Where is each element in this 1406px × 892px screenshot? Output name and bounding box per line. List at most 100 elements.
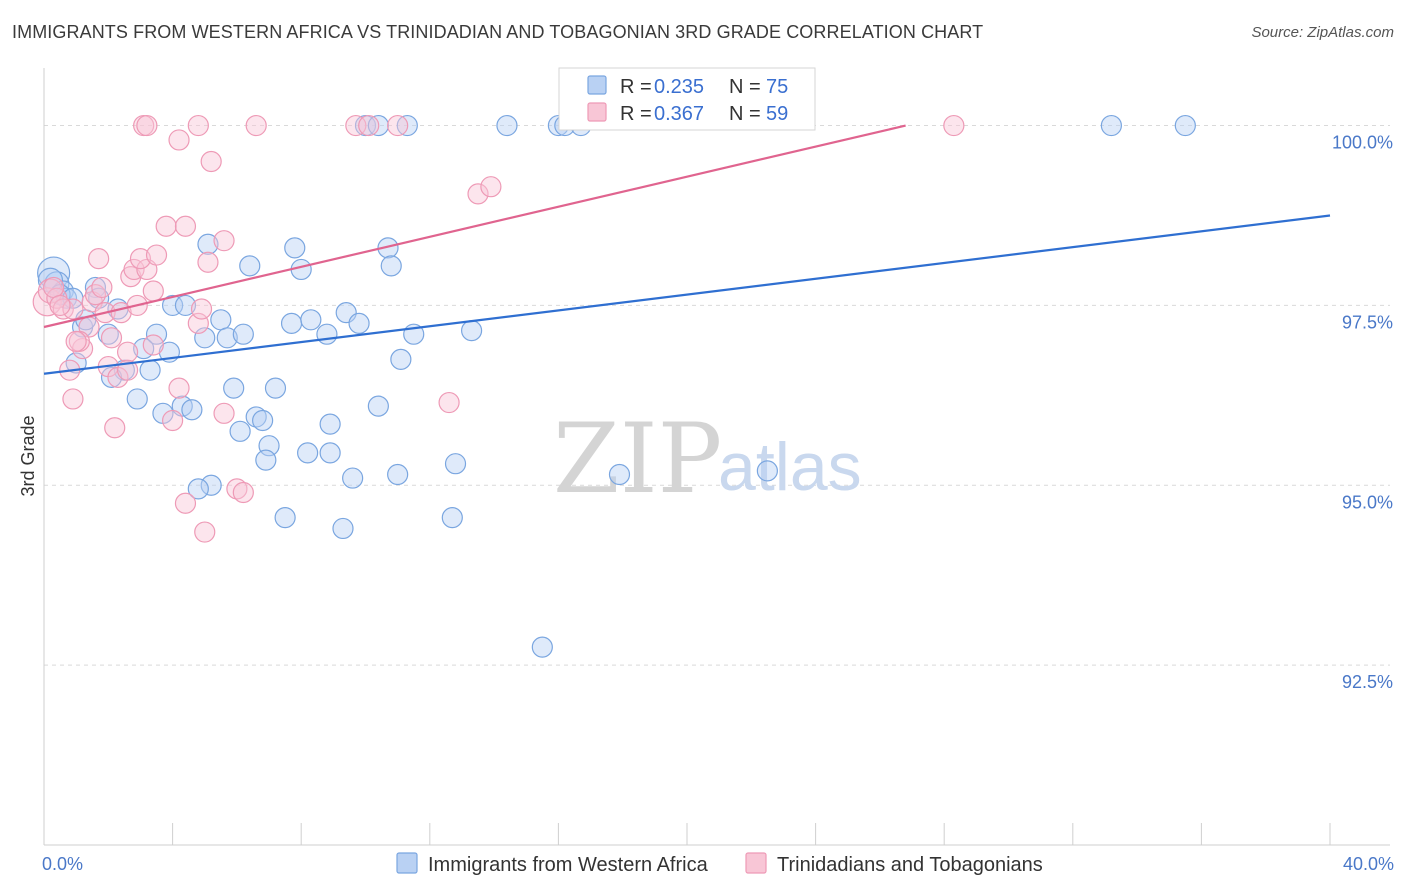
point-series1-48 — [387, 114, 409, 137]
point-series1-32 — [197, 251, 219, 273]
bottom-legend-label-western-africa: Immigrants from Western Africa — [428, 854, 709, 876]
point-series0-30 — [229, 420, 251, 442]
legend-r-label-2: R = — [620, 103, 652, 125]
point-series1-36 — [213, 402, 235, 424]
point-series1-45 — [245, 114, 267, 137]
watermark: ZIP atlas — [553, 403, 862, 515]
point-series0-55 — [441, 507, 463, 529]
point-series0-24 — [232, 323, 254, 345]
gridlines — [44, 125, 1390, 666]
point-series0-49 — [367, 395, 389, 417]
point-series0-12 — [162, 294, 184, 317]
x-tick-label-0: 0.0% — [42, 854, 83, 874]
trend-line-series0 — [43, 214, 1331, 375]
point-series0-47 — [200, 474, 222, 496]
point-series0-53 — [387, 463, 409, 486]
point-series0-41 — [297, 442, 319, 464]
point-series0-54 — [444, 453, 467, 475]
point-series0-17 — [126, 388, 148, 410]
point-series1-33 — [213, 230, 235, 252]
point-series0-16 — [139, 359, 161, 381]
point-series1-4 — [62, 298, 84, 320]
point-series0-48 — [187, 478, 209, 500]
point-series1-28 — [168, 377, 190, 399]
y-tick-labels: 100.0% 97.5% 95.0% 92.5% — [1332, 133, 1393, 693]
bottom-legend-swatch-western-africa — [396, 852, 418, 874]
point-series1-44 — [187, 114, 209, 137]
point-series0-50 — [390, 348, 412, 370]
legend-n-value-2: 59 — [766, 103, 788, 125]
point-series0-38 — [348, 312, 370, 335]
point-series1-56 — [65, 330, 87, 352]
x-ticks: 0.0% 40.0% — [42, 823, 1394, 874]
point-series1-52 — [467, 183, 489, 205]
point-series0-45 — [274, 507, 296, 529]
y-axis-label: 3rd Grade — [18, 415, 38, 496]
point-series0-60 — [380, 255, 402, 277]
point-series1-34 — [155, 215, 177, 237]
point-series1-25 — [142, 280, 164, 302]
point-series0-27 — [223, 377, 245, 399]
point-series1-43 — [136, 114, 158, 137]
point-series1-23 — [129, 248, 152, 270]
legend-n-label-2: N = — [729, 103, 761, 125]
legend-n-value-1: 75 — [766, 76, 788, 98]
point-series1-24 — [145, 244, 168, 266]
point-series0-56 — [608, 463, 631, 486]
point-series0-35 — [284, 237, 306, 259]
point-series0-34 — [316, 323, 338, 345]
point-series1-51 — [200, 150, 222, 173]
point-series0-23 — [216, 327, 238, 349]
point-series1-35 — [174, 215, 197, 237]
point-series0-13 — [174, 294, 197, 317]
legend: R = 0.235 N = 75 R = 0.367 N = 59 — [558, 67, 816, 131]
trend-lines — [43, 124, 1331, 375]
point-series0-43 — [319, 442, 341, 464]
legend-n-label-1: N = — [729, 76, 761, 98]
point-series1-41 — [438, 391, 460, 414]
point-series1-39 — [174, 492, 197, 514]
trend-line-series1 — [43, 124, 906, 329]
point-series1-38 — [232, 481, 254, 504]
legend-swatch-western-africa — [587, 75, 607, 95]
point-series0-22 — [210, 309, 232, 331]
point-series1-50 — [168, 129, 190, 151]
point-series1-58 — [142, 334, 164, 356]
point-series0-58 — [531, 636, 553, 658]
y-tick-label-0: 100.0% — [1332, 133, 1393, 153]
point-series1-27 — [104, 417, 126, 439]
legend-r-label-1: R = — [620, 76, 652, 98]
point-series0-26 — [239, 255, 261, 277]
data-points — [32, 114, 1196, 658]
point-series1-16 — [116, 341, 139, 363]
point-series0-68 — [1100, 114, 1122, 137]
point-series1-31 — [190, 298, 213, 320]
legend-r-value-1: 0.235 — [654, 76, 704, 98]
axes — [43, 68, 1390, 846]
source-label: Source: ZipAtlas.com — [1251, 24, 1394, 41]
x-tick-label-1: 40.0% — [1343, 854, 1394, 874]
watermark-atlas: atlas — [718, 429, 862, 505]
point-series0-28 — [245, 406, 267, 428]
point-series1-26 — [88, 248, 110, 270]
point-series0-40 — [255, 449, 277, 471]
point-series1-46 — [345, 114, 367, 137]
point-series1-47 — [358, 114, 380, 137]
point-series1-14 — [100, 327, 123, 349]
point-series0-64 — [496, 114, 518, 137]
legend-swatch-trinidadian — [587, 102, 607, 122]
bottom-legend: Immigrants from Western Africa Trinidadi… — [396, 852, 1043, 876]
y-tick-label-3: 92.5% — [1342, 672, 1393, 692]
point-series0-52 — [460, 319, 483, 342]
point-series1-11 — [62, 388, 84, 410]
point-series0-29 — [252, 409, 274, 432]
point-series1-53 — [480, 176, 502, 198]
chart-title: IMMIGRANTS FROM WESTERN AFRICA VS TRINID… — [12, 22, 984, 42]
point-series0-69 — [1174, 114, 1196, 137]
legend-r-value-2: 0.367 — [654, 103, 704, 125]
point-series0-31 — [264, 377, 287, 399]
point-series1-55 — [49, 294, 71, 317]
point-series0-32 — [280, 312, 303, 335]
point-series0-42 — [319, 413, 341, 435]
